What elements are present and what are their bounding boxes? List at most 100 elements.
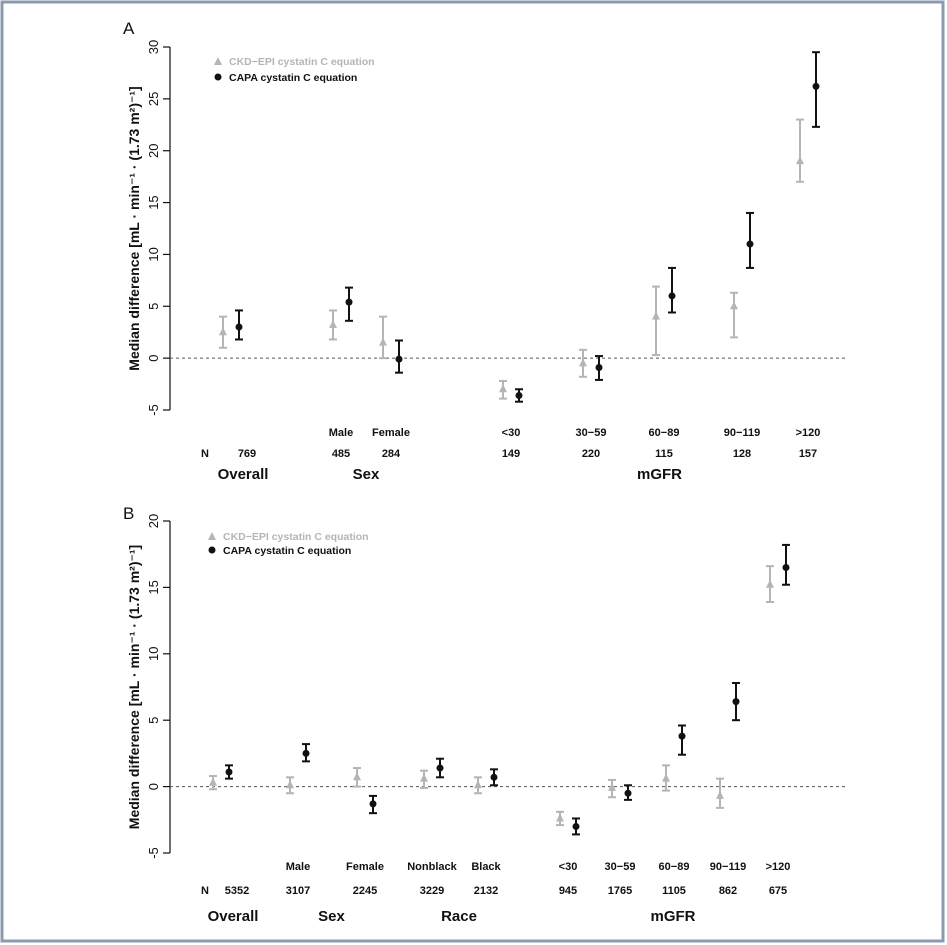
capa-point xyxy=(668,292,676,300)
panel-label: A xyxy=(123,19,135,38)
n-row-label: N xyxy=(201,448,209,460)
group-label: mGFR xyxy=(651,908,696,925)
legend-triangle-marker xyxy=(208,532,216,540)
legend-entry-label: CAPA cystatin C equation xyxy=(229,72,357,84)
sample-size-label: 2132 xyxy=(474,885,498,897)
ckd-epi-point xyxy=(662,773,670,782)
sample-size-label: 2245 xyxy=(353,885,377,897)
capa-point xyxy=(490,773,498,781)
category-label: Nonblack xyxy=(407,861,457,873)
legend-circle-marker xyxy=(208,546,216,554)
sample-size-label: 945 xyxy=(559,885,577,897)
capa-point xyxy=(235,323,243,331)
ckd-epi-point xyxy=(329,319,337,328)
sample-size-label: 1765 xyxy=(608,885,632,897)
ckd-epi-point xyxy=(579,358,587,367)
group-label: Sex xyxy=(318,908,345,925)
capa-point xyxy=(812,82,820,90)
category-label: Male xyxy=(286,861,310,873)
y-axis-title: Median difference [mL · min⁻¹ · (1.73 m²… xyxy=(126,545,142,829)
capa-point xyxy=(395,355,403,363)
category-label: >120 xyxy=(796,427,821,439)
category-label: >120 xyxy=(766,861,791,873)
ckd-epi-point xyxy=(730,301,738,310)
y-tick-label: 25 xyxy=(146,92,161,106)
y-tick-label: 0 xyxy=(146,355,161,362)
n-row-label: N xyxy=(201,885,209,897)
y-tick-label: -5 xyxy=(146,847,161,859)
y-tick-label: 15 xyxy=(146,580,161,594)
capa-point xyxy=(436,764,444,772)
panel-label: B xyxy=(123,504,134,523)
ckd-epi-point xyxy=(353,772,361,781)
sample-size-label: 115 xyxy=(655,448,673,460)
sample-size-label: 3229 xyxy=(420,885,444,897)
sample-size-label: 128 xyxy=(733,448,751,460)
ckd-epi-point xyxy=(652,311,660,320)
category-label: 90−119 xyxy=(724,427,760,439)
category-label: Male xyxy=(329,427,353,439)
ckd-epi-point xyxy=(499,384,507,393)
y-tick-label: 5 xyxy=(146,717,161,724)
sample-size-label: 862 xyxy=(719,885,737,897)
capa-point xyxy=(746,240,754,248)
capa-point xyxy=(732,698,740,706)
sample-size-label: 675 xyxy=(769,885,787,897)
panel-b-chart: B -5 0 5 10 15 20 Median difference [mL · min⁻¹… xyxy=(123,504,845,925)
category-label: 30−59 xyxy=(576,427,607,439)
capa-point xyxy=(595,363,603,371)
y-tick-label: 5 xyxy=(146,303,161,310)
category-label: <30 xyxy=(559,861,578,873)
capa-point xyxy=(572,822,580,830)
group-label: mGFR xyxy=(637,466,682,483)
ckd-epi-point xyxy=(796,156,804,165)
ckd-epi-point xyxy=(286,780,294,789)
sample-size-label: 485 xyxy=(332,448,350,460)
capa-point xyxy=(369,800,377,808)
capa-point xyxy=(678,732,686,740)
sample-size-label: 157 xyxy=(799,448,817,460)
ckd-epi-point xyxy=(219,327,227,336)
y-tick-label: 20 xyxy=(146,143,161,157)
y-tick-label: 15 xyxy=(146,195,161,209)
group-label: Overall xyxy=(218,466,269,483)
sample-size-label: 1105 xyxy=(662,885,686,897)
ckd-epi-point xyxy=(474,780,482,789)
sample-size-label: 769 xyxy=(238,448,256,460)
category-label: 90−119 xyxy=(710,861,746,873)
group-label: Sex xyxy=(353,466,380,483)
capa-point xyxy=(345,298,353,306)
ckd-epi-point xyxy=(556,813,564,822)
category-label: Black xyxy=(471,861,501,873)
legend-entry-label: CKD−EPI cystatin C equation xyxy=(223,531,369,543)
sample-size-label: 284 xyxy=(382,448,401,460)
legend-circle-marker xyxy=(214,73,222,81)
ckd-epi-point xyxy=(209,777,217,786)
y-tick-label: 20 xyxy=(146,514,161,528)
capa-point xyxy=(302,749,310,757)
legend-entry-label: CAPA cystatin C equation xyxy=(223,545,351,557)
ckd-epi-point xyxy=(420,773,428,782)
category-label: 60−89 xyxy=(659,861,690,873)
y-tick-label: 0 xyxy=(146,783,161,790)
ckd-epi-point xyxy=(766,579,774,588)
y-tick-label: 10 xyxy=(146,247,161,261)
capa-point xyxy=(225,768,233,776)
sample-size-label: 149 xyxy=(502,448,520,460)
group-label: Overall xyxy=(208,908,259,925)
category-label: 30−59 xyxy=(605,861,636,873)
group-label: Race xyxy=(441,908,477,925)
sample-size-label: 220 xyxy=(582,448,600,460)
y-tick-label: 10 xyxy=(146,647,161,661)
ckd-epi-point xyxy=(608,782,616,791)
y-tick-label: -5 xyxy=(146,404,161,416)
panel-a-chart: A -5 0 5 10 15 20 25 30 Median difference [mL · m… xyxy=(123,19,845,483)
ckd-epi-point xyxy=(716,790,724,799)
y-tick-label: 30 xyxy=(146,40,161,54)
category-label: Female xyxy=(372,427,410,439)
capa-point xyxy=(782,563,790,571)
y-axis-title: Median difference [mL · min⁻¹ · (1.73 m²… xyxy=(126,86,142,370)
category-label: Female xyxy=(346,861,384,873)
legend-entry-label: CKD−EPI cystatin C equation xyxy=(229,56,375,68)
